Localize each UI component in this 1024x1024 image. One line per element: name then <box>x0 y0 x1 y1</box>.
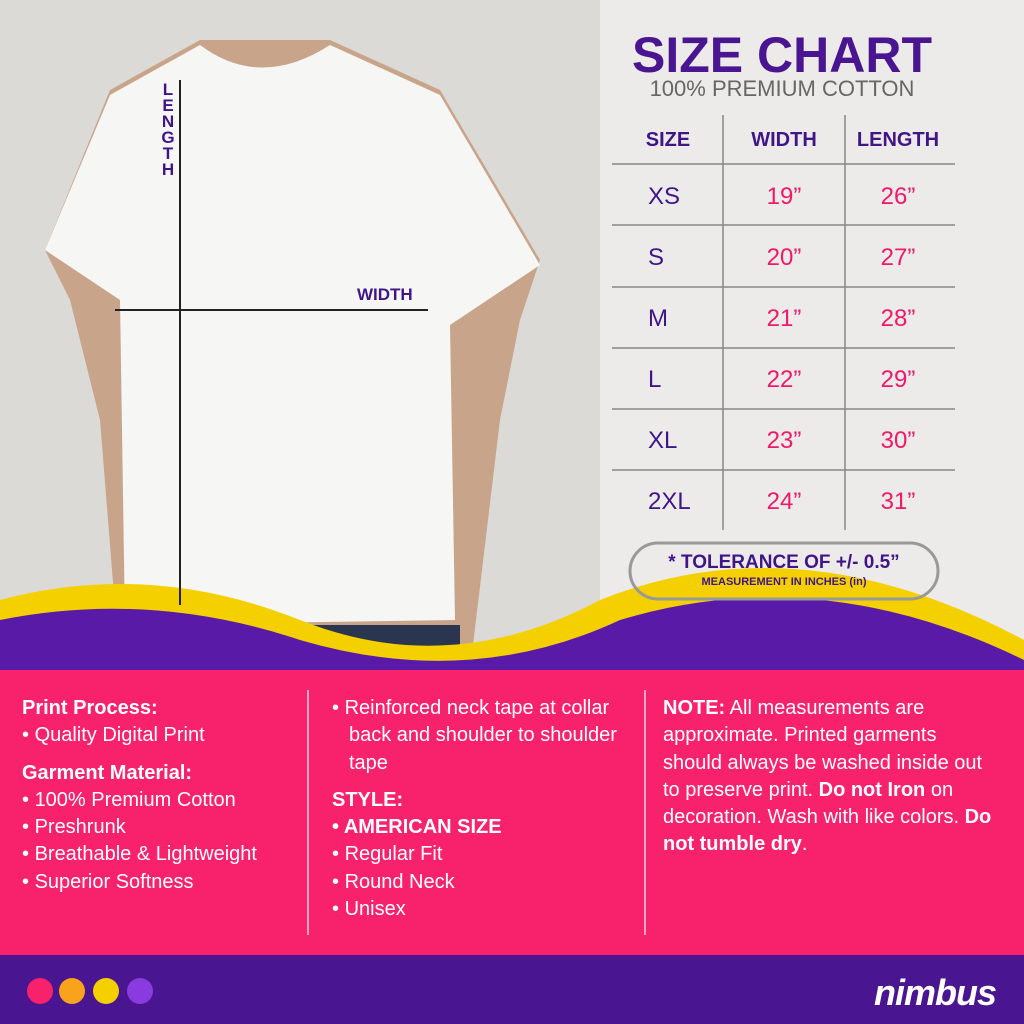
section: STYLE: AMERICAN SIZERegular FitRound Neck… <box>332 787 632 923</box>
column-header: WIDTH <box>751 129 817 151</box>
size: M <box>648 305 668 332</box>
measurement: 21” <box>766 305 802 332</box>
bullet-item: 100% Premium Cotton <box>22 787 302 814</box>
measurement: 28” <box>880 305 916 332</box>
measurement: 29” <box>880 366 916 393</box>
note-text: . <box>801 833 808 856</box>
section-heading: Garment Material: <box>22 761 193 784</box>
column-header: LENGTH <box>856 129 940 151</box>
bullet-item: Quality Digital Print <box>22 722 302 749</box>
measurement: 19” <box>766 183 802 210</box>
section-heading: Print Process: <box>22 697 158 719</box>
bullet-item: AMERICAN SIZE <box>332 814 632 841</box>
bullet-item: Round Neck <box>332 869 632 896</box>
section-heading: STYLE: <box>332 788 404 811</box>
size: L <box>648 366 662 393</box>
measurement: 22” <box>766 366 802 393</box>
note-text: NOTE: <box>663 697 726 719</box>
section: Garment Material: 100% Premium CottonPres… <box>22 760 302 896</box>
measurement: 27” <box>880 244 916 271</box>
tolerance-unit: MEASUREMENT IN INCHES (in) <box>701 576 867 588</box>
bullet-item: Reinforced neck tape at collar back and … <box>332 695 632 777</box>
size: XL <box>648 427 678 454</box>
measurement: 31” <box>880 488 916 515</box>
measurement: 23” <box>766 427 802 454</box>
note-text: Do not tumble dry <box>663 806 992 856</box>
size: 2XL <box>648 488 691 515</box>
bullet-item: Breathable & Lightweight <box>22 841 302 868</box>
bullet-item: Preshrunk <box>22 814 302 841</box>
section: Print Process: Quality Digital Print <box>22 695 302 750</box>
title: SIZE CHART <box>632 27 932 83</box>
size: S <box>648 244 665 271</box>
measurement: 26” <box>880 183 916 210</box>
section: Reinforced neck tape at collar back and … <box>332 695 632 777</box>
bullet-item: Regular Fit <box>332 841 632 868</box>
note-text: All measurements are approximate. Printe… <box>663 697 983 801</box>
subtitle: 100% PREMIUM COTTON <box>649 76 915 101</box>
length-label: LENGTH <box>161 80 175 179</box>
column-header: SIZE <box>645 129 691 151</box>
note-text: on decoration. Wash with like colors. <box>663 778 965 829</box>
measurement: 30” <box>880 427 916 454</box>
measurement: 20” <box>766 244 802 271</box>
info-column: Reinforced neck tape at collar back and … <box>332 695 632 933</box>
tolerance: * TOLERANCE OF +/- 0.5” <box>668 552 900 573</box>
note-text: Do not Iron <box>818 778 926 801</box>
width-label: WIDTH <box>357 285 413 304</box>
note: NOTE: All measurements are approximate. … <box>663 695 998 859</box>
size: XS <box>648 183 681 210</box>
bullet-item: Unisex <box>332 896 632 923</box>
info-column: Print Process: Quality Digital Print Garme… <box>22 695 302 906</box>
measurement: 24” <box>766 488 802 515</box>
bullet-item: Superior Softness <box>22 869 302 896</box>
brand-logo: nimbus <box>873 972 997 1013</box>
